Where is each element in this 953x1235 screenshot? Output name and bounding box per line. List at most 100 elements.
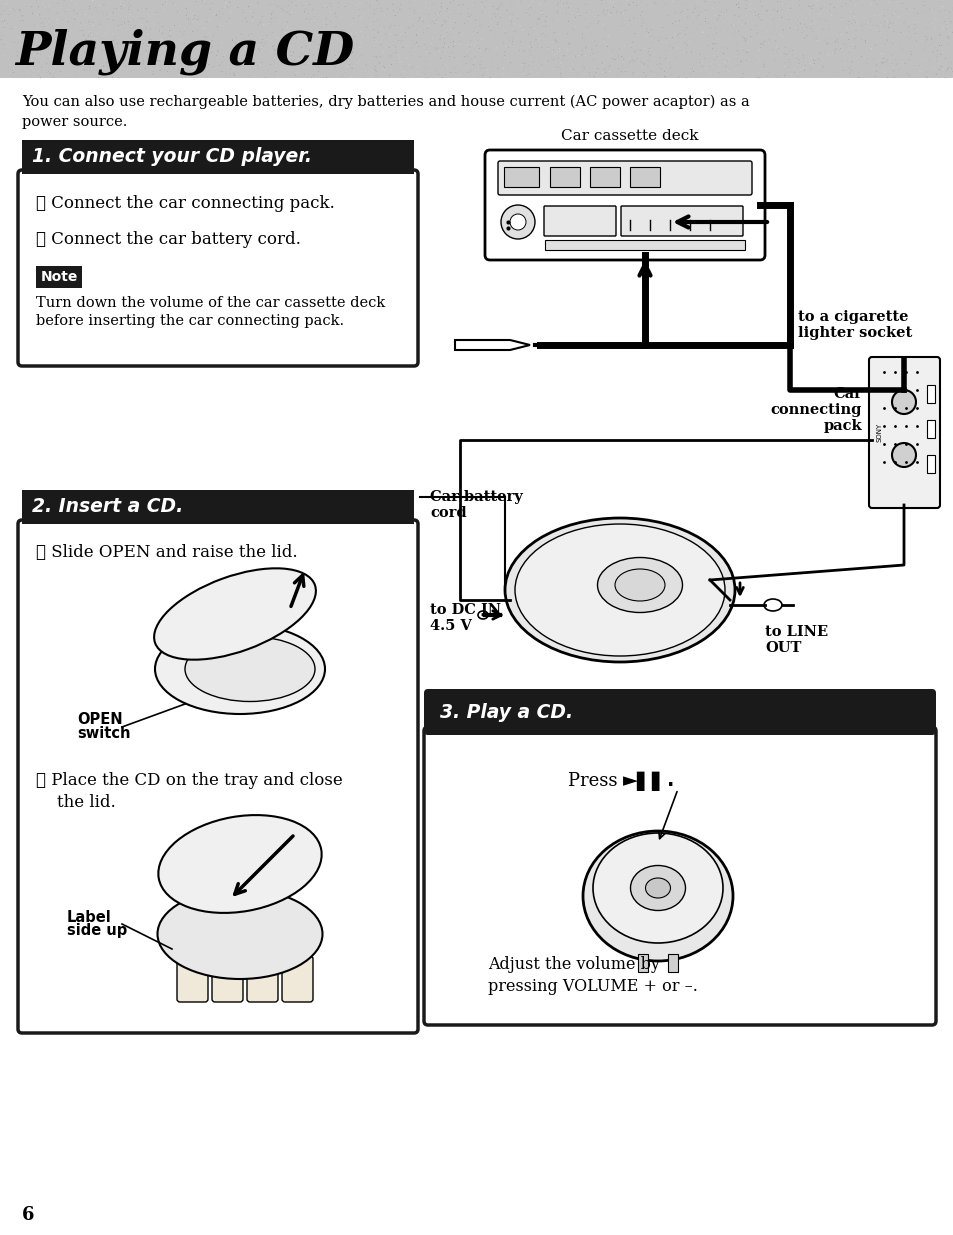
Point	[860, 54, 875, 74]
Ellipse shape	[645, 878, 670, 898]
Point	[537, 5, 552, 25]
Point	[587, 6, 602, 26]
Point	[925, 54, 941, 74]
Bar	[544, 240, 744, 249]
Point	[117, 37, 132, 57]
Point	[841, 30, 856, 49]
Point	[196, 27, 212, 47]
Point	[937, 48, 952, 68]
Point	[458, 51, 474, 70]
Point	[156, 7, 172, 27]
Point	[130, 41, 145, 61]
Point	[200, 46, 215, 65]
Point	[439, 20, 455, 40]
Point	[790, 49, 805, 69]
Point	[392, 16, 407, 36]
Point	[474, 20, 489, 40]
Point	[700, 36, 715, 56]
Circle shape	[891, 390, 915, 414]
Point	[704, 38, 720, 58]
Point	[13, 5, 29, 25]
Point	[470, 62, 485, 82]
Point	[277, 49, 293, 69]
Point	[139, 36, 154, 56]
Point	[312, 27, 327, 47]
Point	[189, 35, 204, 54]
Point	[273, 16, 288, 36]
Point	[657, 0, 672, 14]
Point	[876, 61, 891, 80]
Point	[775, 20, 790, 40]
Point	[192, 46, 207, 65]
Point	[756, 44, 771, 64]
Point	[517, 52, 532, 72]
Point	[706, 49, 721, 69]
Point	[643, 20, 659, 40]
Point	[387, 5, 402, 25]
Point	[923, 28, 939, 48]
Point	[35, 46, 51, 65]
Point	[585, 49, 600, 69]
Point	[189, 5, 204, 25]
Point	[686, 68, 701, 88]
Point	[456, 54, 471, 74]
Point	[801, 54, 817, 74]
Point	[22, 1, 37, 21]
Point	[909, 14, 924, 33]
Point	[185, 31, 200, 51]
Point	[563, 62, 578, 82]
Point	[662, 58, 678, 78]
Point	[260, 4, 275, 23]
Point	[839, 19, 854, 38]
Point	[885, 4, 901, 23]
Point	[433, 0, 448, 16]
Point	[348, 0, 363, 15]
Point	[618, 59, 633, 79]
Point	[319, 33, 335, 53]
Point	[279, 12, 294, 32]
Point	[426, 0, 441, 14]
Point	[736, 9, 751, 28]
Point	[500, 31, 516, 51]
Point	[201, 36, 216, 56]
Point	[669, 16, 684, 36]
Point	[624, 32, 639, 52]
Point	[807, 65, 822, 85]
Point	[145, 64, 160, 84]
Point	[565, 44, 580, 64]
Point	[510, 0, 525, 11]
Point	[294, 35, 310, 54]
Point	[807, 30, 822, 49]
Point	[129, 6, 144, 26]
Point	[928, 21, 943, 41]
Point	[318, 30, 334, 49]
Point	[219, 57, 234, 77]
Point	[72, 12, 88, 32]
Point	[296, 2, 312, 22]
Point	[714, 4, 729, 23]
Point	[943, 58, 953, 78]
Point	[395, 26, 410, 46]
Point	[422, 43, 437, 63]
Point	[7, 32, 22, 52]
Point	[14, 49, 30, 69]
Point	[561, 33, 577, 53]
Point	[877, 12, 892, 32]
Point	[781, 0, 796, 11]
Point	[378, 30, 394, 49]
Point	[878, 56, 893, 75]
Point	[351, 52, 366, 72]
Point	[117, 57, 132, 77]
Point	[157, 49, 172, 69]
Point	[767, 65, 782, 85]
Point	[152, 61, 168, 80]
Point	[488, 38, 503, 58]
Point	[468, 32, 483, 52]
Point	[185, 54, 200, 74]
Point	[473, 58, 488, 78]
Point	[418, 37, 434, 57]
Point	[371, 0, 386, 11]
Point	[452, 0, 467, 17]
Point	[583, 25, 598, 44]
Point	[688, 64, 703, 84]
